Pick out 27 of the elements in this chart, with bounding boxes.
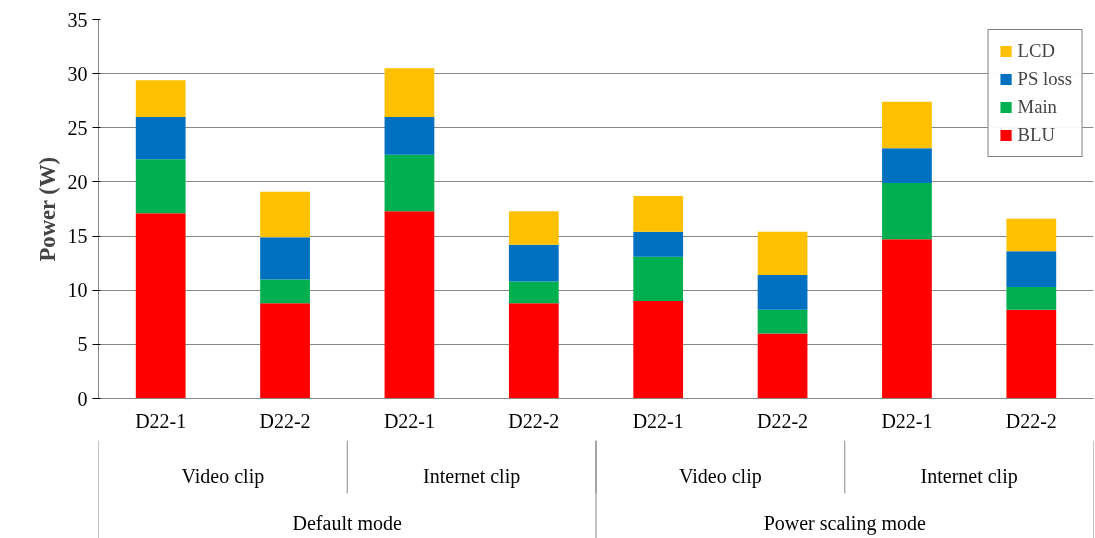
text: Video clip (181, 464, 265, 488)
x-tick-label: D22-1 (383, 409, 435, 432)
y-tick-label: 0 (77, 387, 88, 410)
y-tick-label: 35 (67, 8, 88, 31)
x-tick-label: D22-2 (259, 409, 311, 432)
y-tick-label: 25 (67, 116, 88, 139)
text: Power scaling mode (763, 511, 926, 535)
legend-label: BLU (1017, 124, 1055, 146)
y-tick-label: 30 (67, 62, 88, 85)
x-tick-label: D22-1 (632, 409, 684, 432)
y-tick-label: 20 (67, 170, 88, 193)
legend-label: PS loss (1017, 68, 1072, 90)
text: Video clip (679, 464, 762, 488)
x-tick-label: D22-1 (881, 409, 933, 432)
text: Internet clip (423, 464, 521, 488)
x-tick-label: D22-2 (508, 409, 560, 432)
y-axis-title: Power (W) (34, 156, 60, 262)
legend-label: Main (1017, 96, 1057, 118)
y-tick-label: 5 (77, 333, 88, 356)
x-tick-label: D22-2 (757, 409, 809, 432)
x-tick-label: D22-1 (135, 409, 187, 432)
text: Internet clip (920, 464, 1018, 488)
legend-label: LCD (1017, 40, 1055, 62)
text: Default mode (292, 511, 403, 534)
y-tick-label: 15 (67, 225, 88, 248)
x-tick-label: D22-2 (1005, 409, 1057, 432)
y-tick-label: 10 (67, 279, 88, 302)
